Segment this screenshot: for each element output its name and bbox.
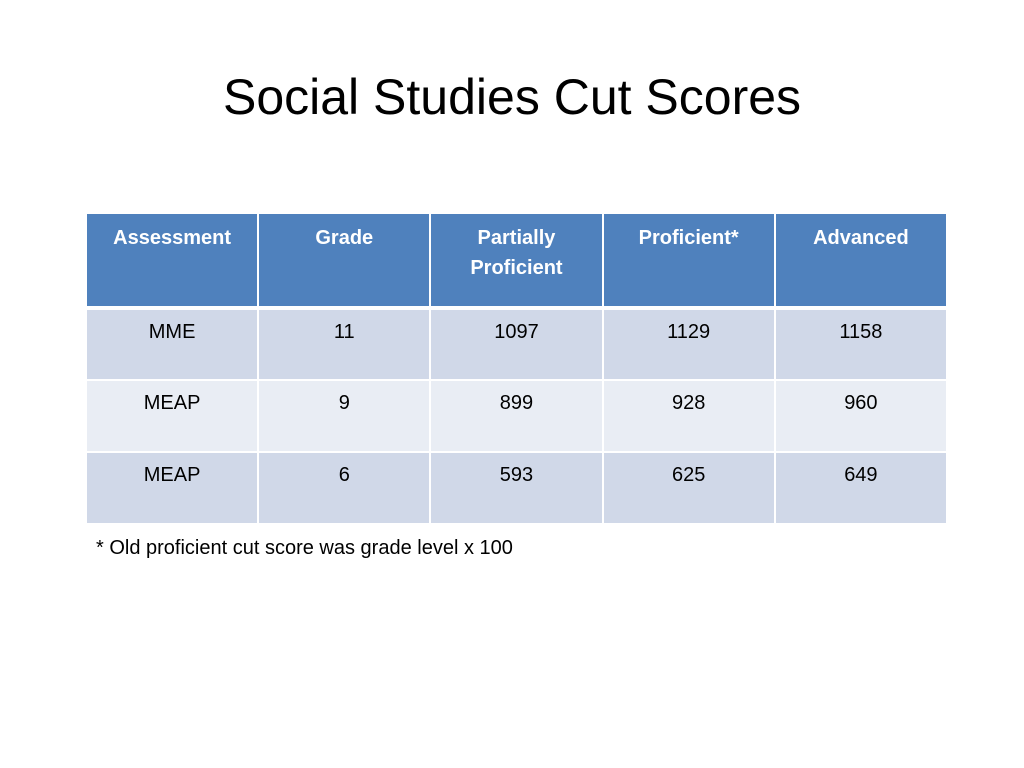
header-proficient: Proficient* bbox=[601, 212, 776, 310]
cell-partially-proficient: 1097 bbox=[429, 307, 604, 381]
cell-advanced: 649 bbox=[773, 451, 949, 525]
cell-advanced: 1158 bbox=[773, 307, 949, 381]
cell-partially-proficient: 593 bbox=[429, 451, 604, 525]
cut-scores-table: Assessment Grade Partially Proficient Pr… bbox=[84, 212, 949, 525]
cell-grade: 6 bbox=[257, 451, 432, 525]
cell-assessment: MEAP bbox=[84, 379, 260, 453]
slide-title: Social Studies Cut Scores bbox=[222, 69, 802, 125]
cell-proficient: 625 bbox=[601, 451, 776, 525]
header-assessment: Assessment bbox=[84, 212, 260, 310]
header-grade: Grade bbox=[257, 212, 432, 310]
table-row: MEAP 9 899 928 960 bbox=[84, 379, 949, 453]
cell-proficient: 928 bbox=[601, 379, 776, 453]
header-partially-proficient: Partially Proficient bbox=[429, 212, 604, 310]
cell-assessment: MEAP bbox=[84, 451, 260, 525]
cell-assessment: MME bbox=[84, 307, 260, 381]
table-row: MME 11 1097 1129 1158 bbox=[84, 307, 949, 381]
footnote: * Old proficient cut score was grade lev… bbox=[96, 537, 513, 559]
cell-advanced: 960 bbox=[773, 379, 949, 453]
cell-proficient: 1129 bbox=[601, 307, 776, 381]
table-header-row: Assessment Grade Partially Proficient Pr… bbox=[84, 212, 949, 310]
table-row: MEAP 6 593 625 649 bbox=[84, 451, 949, 525]
cell-grade: 9 bbox=[257, 379, 432, 453]
cell-partially-proficient: 899 bbox=[429, 379, 604, 453]
header-advanced: Advanced bbox=[773, 212, 949, 310]
cell-grade: 11 bbox=[257, 307, 432, 381]
